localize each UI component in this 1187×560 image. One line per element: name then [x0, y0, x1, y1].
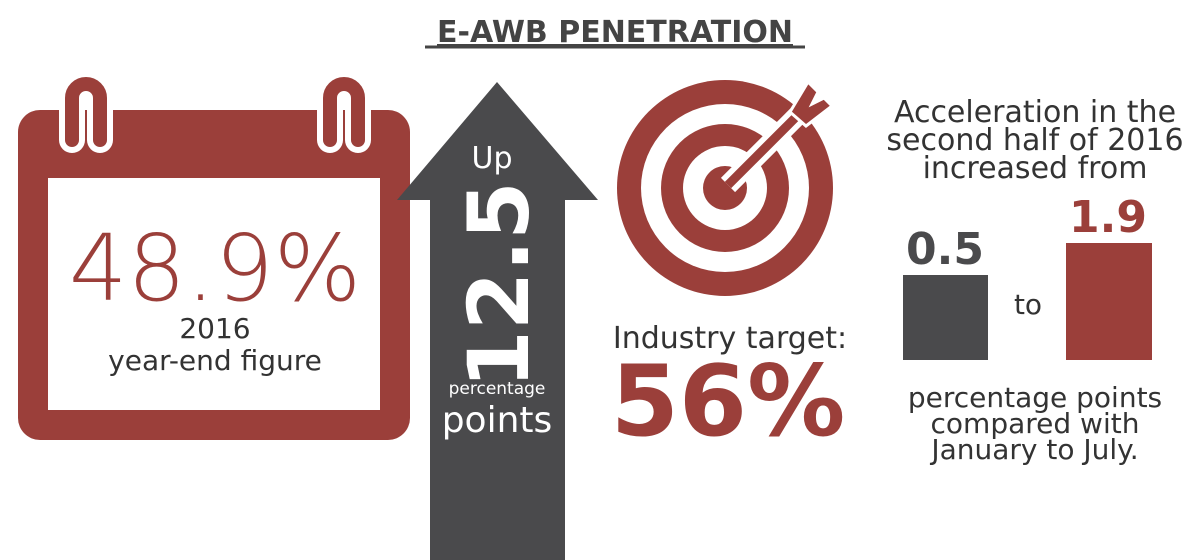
- acceleration-heading: increased from: [923, 151, 1148, 186]
- calendar-value: 48.9%: [69, 215, 361, 322]
- arrow-value: 12.5: [450, 181, 548, 388]
- up-arrow: [397, 82, 598, 560]
- dart: [724, 104, 809, 189]
- to-block: [1066, 243, 1152, 360]
- acceleration-footer: percentage points: [908, 381, 1162, 414]
- arrow-unit: points: [442, 400, 553, 441]
- acceleration-heading: Acceleration in the: [894, 95, 1176, 130]
- to-value: 1.9: [1069, 192, 1147, 243]
- acceleration-footer: January to July.: [929, 433, 1138, 466]
- title: E-AWB PENETRATION: [437, 15, 793, 50]
- acceleration-footer: compared with: [931, 407, 1140, 440]
- calendar-caption: year-end figure: [108, 344, 322, 377]
- calendar-ring: [65, 77, 107, 147]
- arrow-prefix: Up: [471, 141, 512, 176]
- connector: to: [1014, 288, 1042, 321]
- arrow-unit-small: percentage: [449, 379, 546, 399]
- from-value: 0.5: [906, 224, 984, 275]
- target-value: 56%: [611, 345, 846, 459]
- calendar-ring: [323, 77, 365, 147]
- from-block: [903, 275, 988, 360]
- calendar: [18, 71, 410, 440]
- target-label: Industry target:: [613, 321, 847, 356]
- acceleration-heading: second half of 2016: [886, 123, 1183, 158]
- calendar-page: [48, 178, 380, 410]
- target-icon: [617, 79, 835, 296]
- calendar-caption: 2016: [179, 312, 250, 345]
- dart-fletching: [788, 79, 835, 128]
